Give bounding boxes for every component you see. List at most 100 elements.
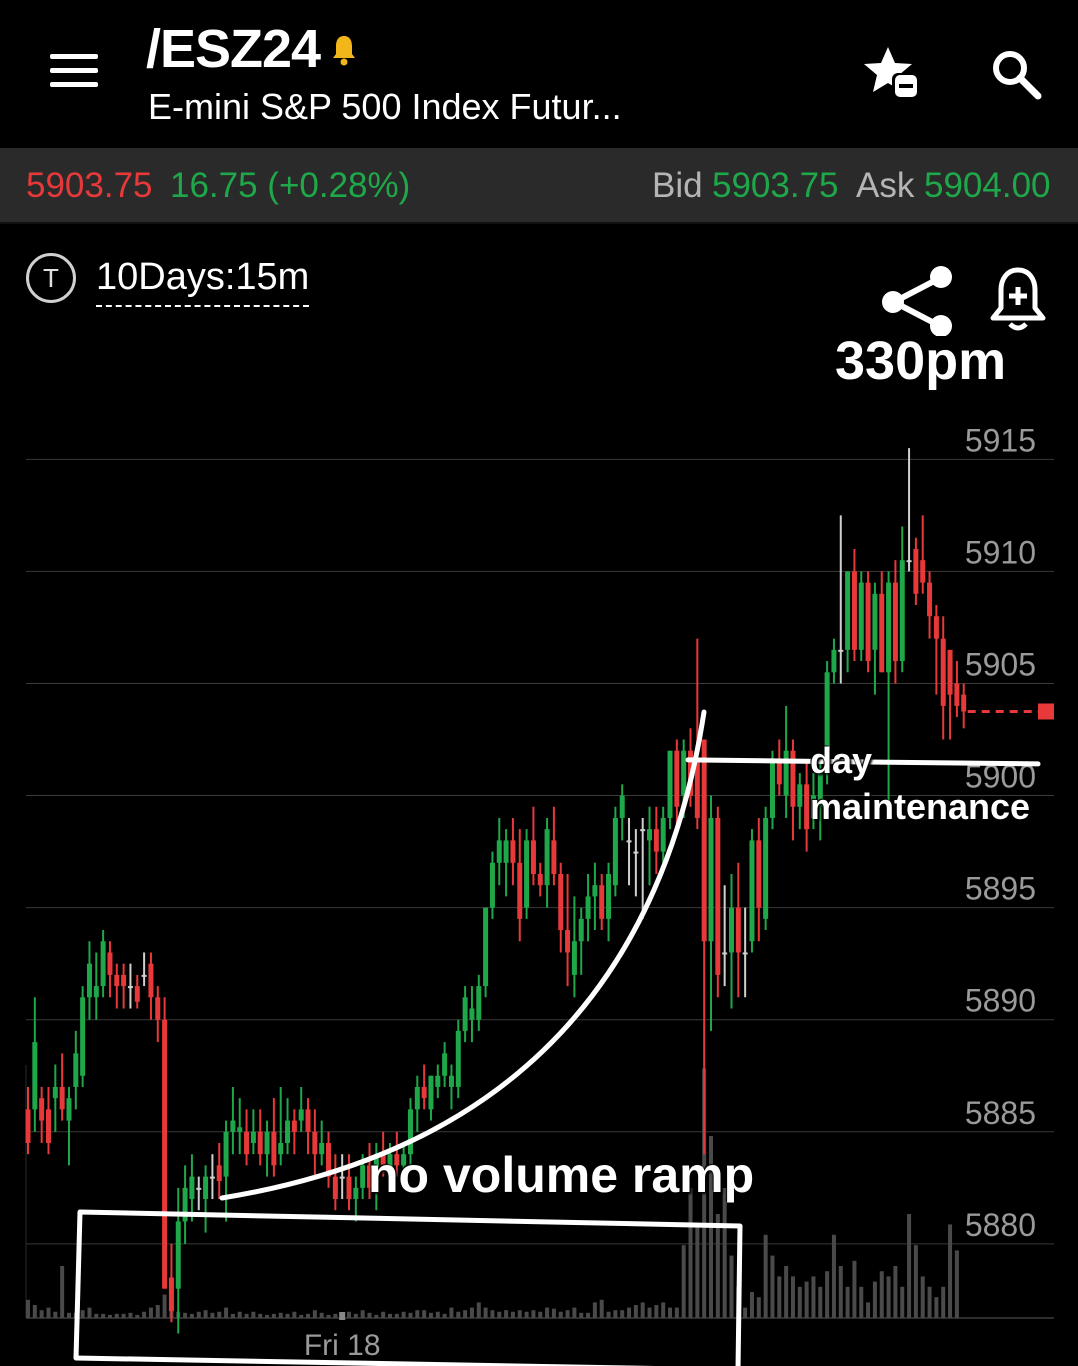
candle-body	[626, 840, 632, 843]
candlestick	[216, 1142, 222, 1200]
volume-bar	[606, 1311, 611, 1318]
volume-bar	[258, 1313, 263, 1318]
candle-body	[394, 1154, 400, 1166]
candle-body	[134, 986, 140, 1002]
candle-body	[558, 874, 564, 931]
candle-body	[39, 1098, 45, 1121]
volume-bar	[367, 1312, 372, 1318]
candle-body	[448, 1075, 454, 1087]
volume-bar	[278, 1312, 283, 1318]
candlestick	[633, 829, 639, 897]
star-remove-icon[interactable]	[862, 45, 922, 101]
candlestick	[804, 761, 810, 852]
volume-bar	[954, 1250, 959, 1318]
bell-icon[interactable]	[330, 32, 358, 68]
candlestick	[585, 874, 591, 942]
volume-bar	[784, 1266, 789, 1318]
candlestick	[469, 986, 475, 1043]
candle-body	[66, 1098, 72, 1121]
candlestick	[32, 997, 38, 1132]
timeframe-selector[interactable]: 10Days:15m	[96, 256, 310, 307]
candle-body	[168, 1277, 174, 1312]
candle-body	[469, 1008, 475, 1020]
volume-bar	[504, 1310, 509, 1318]
candle-body	[571, 941, 577, 975]
volume-bar	[497, 1311, 502, 1318]
candlestick	[674, 739, 680, 830]
candlestick	[93, 952, 99, 1020]
candle-body	[339, 1176, 345, 1179]
candlestick	[510, 817, 516, 886]
last-price-marker	[1038, 703, 1054, 720]
volume-bar	[394, 1313, 399, 1318]
x-tick-label: Fri 18	[304, 1329, 381, 1362]
candle-body	[954, 683, 960, 706]
candlestick	[168, 1243, 174, 1323]
volume-bar	[230, 1313, 235, 1318]
candle-body	[694, 761, 700, 818]
candle-body	[45, 1109, 51, 1143]
candle-body	[291, 1120, 297, 1132]
candlestick	[647, 806, 653, 886]
candlestick	[722, 885, 728, 987]
candlestick	[326, 1131, 332, 1188]
candlestick	[448, 1064, 454, 1110]
candlestick	[906, 448, 912, 572]
volume-bar	[265, 1314, 270, 1318]
candle-body	[271, 1131, 277, 1166]
volume-bar	[347, 1311, 352, 1318]
candle-body	[353, 1187, 359, 1200]
candlestick	[961, 683, 967, 729]
candle-body	[933, 616, 939, 639]
bell-plus-icon[interactable]	[988, 266, 1048, 334]
candlestick	[599, 874, 605, 931]
study-toggle-button[interactable]: T	[26, 253, 76, 303]
volume-bar	[722, 1188, 727, 1318]
volume-bar	[859, 1286, 864, 1318]
candlestick	[278, 1086, 284, 1166]
candlestick	[455, 1019, 461, 1099]
candle-body	[175, 1221, 181, 1289]
candlestick	[45, 1086, 51, 1155]
volume-bar	[135, 1314, 140, 1318]
candlestick	[879, 571, 885, 673]
candlestick	[578, 907, 584, 975]
volume-bar	[353, 1313, 358, 1318]
candle-body	[59, 1086, 65, 1110]
candle-body	[647, 829, 653, 841]
candlestick	[933, 605, 939, 695]
candlestick	[817, 761, 823, 841]
annotation-time-note: 330pm	[835, 331, 1007, 391]
hamburger-menu-icon[interactable]	[50, 54, 98, 94]
volume-bar	[155, 1305, 160, 1318]
candle-body	[121, 974, 127, 987]
volume-bar	[128, 1312, 133, 1318]
candlestick	[749, 829, 755, 953]
candlestick	[401, 1142, 407, 1188]
volume-bar	[435, 1311, 440, 1318]
annotation-volume-note: no volume ramp	[368, 1147, 755, 1203]
search-icon[interactable]	[990, 48, 1042, 100]
candlestick	[114, 963, 120, 1009]
candle-body	[503, 840, 509, 863]
volume-bar	[948, 1224, 953, 1318]
candlestick	[353, 1176, 359, 1222]
candle-body	[763, 817, 769, 919]
candle-body	[599, 885, 605, 919]
volume-bar	[599, 1299, 604, 1318]
candlestick	[913, 537, 919, 606]
candle-body	[32, 1042, 38, 1110]
y-tick-label: 5895	[965, 871, 1036, 907]
candle-body	[326, 1142, 332, 1177]
candle-body	[810, 795, 816, 818]
volume-bar	[531, 1310, 536, 1318]
volume-bar	[490, 1310, 495, 1318]
volume-bar	[517, 1310, 522, 1318]
candlestick	[537, 862, 543, 897]
candlestick	[524, 829, 530, 919]
candlestick	[565, 874, 571, 987]
volume-bar	[879, 1271, 884, 1318]
candlestick	[810, 773, 816, 830]
share-icon[interactable]	[880, 266, 954, 336]
